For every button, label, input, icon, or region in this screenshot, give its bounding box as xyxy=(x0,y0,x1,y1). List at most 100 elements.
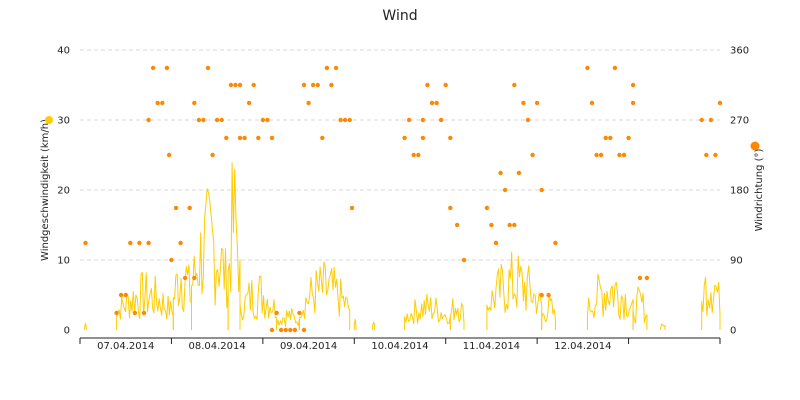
wind-direction-point xyxy=(150,65,156,71)
wind-direction-point xyxy=(214,117,220,123)
right-y-tick-label: 180 xyxy=(730,186,749,197)
wind-direction-point xyxy=(233,82,238,88)
wind-speed-line xyxy=(353,318,357,330)
wind-direction-point xyxy=(228,82,234,88)
wind-direction-point xyxy=(502,187,508,193)
left-y-tick-label: 10 xyxy=(57,256,70,267)
x-tick-label: 09.04.2014 xyxy=(280,341,337,352)
wind-direction-point xyxy=(521,100,526,106)
wind-direction-point xyxy=(251,82,256,88)
wind-direction-point xyxy=(164,65,170,71)
wind-direction-point xyxy=(589,100,595,106)
axes: 0 0 10 90 20 180 30 270 40 360 07.04.2014 08.04.201… xyxy=(57,46,749,353)
wind-direction-point xyxy=(301,327,307,333)
x-tick-label: 10.04.2014 xyxy=(371,341,428,352)
wind-direction-point xyxy=(141,310,147,316)
wind-speed-line xyxy=(586,273,634,330)
wind-direction-point xyxy=(608,135,613,141)
wind-direction-point xyxy=(224,135,229,141)
wind-direction-point xyxy=(704,152,709,158)
wind-speed-line xyxy=(486,251,543,330)
wind-direction-point xyxy=(192,100,197,106)
wind-direction-point xyxy=(713,152,718,158)
wind-speed-line xyxy=(227,162,241,330)
wind-direction-point xyxy=(237,82,243,88)
wind-direction-point xyxy=(512,82,517,88)
grid-lines xyxy=(80,49,720,261)
wind-direction-point xyxy=(173,205,179,211)
wind-direction-point xyxy=(489,222,494,228)
wind-direction-point xyxy=(406,117,412,123)
wind-direction-point xyxy=(594,152,599,158)
right-y-tick-label: 360 xyxy=(730,46,749,57)
wind-direction-point xyxy=(283,327,288,333)
wind-speed-line xyxy=(298,261,351,330)
wind-direction-point xyxy=(347,117,352,123)
wind-direction-point xyxy=(402,135,407,141)
wind-direction-point xyxy=(320,135,325,141)
left-axis-series-marker xyxy=(45,116,53,124)
wind-direction-point xyxy=(546,292,551,298)
left-y-tick-label: 0 xyxy=(64,326,70,337)
wind-direction-point xyxy=(484,205,490,211)
wind-direction-point xyxy=(512,222,517,228)
wind-direction-point xyxy=(166,152,172,158)
wind-direction-point xyxy=(434,100,439,106)
wind-direction-point xyxy=(338,117,343,123)
wind-direction-point xyxy=(187,205,192,211)
wind-direction-point xyxy=(630,100,636,106)
wind-direction-point xyxy=(137,240,142,246)
wind-speed-line xyxy=(660,323,666,330)
wind-direction-point xyxy=(114,310,119,316)
wind-direction-point xyxy=(118,292,124,298)
wind-direction-point xyxy=(498,170,503,176)
wind-speed-line xyxy=(116,271,174,330)
right-y-tick-label: 270 xyxy=(730,116,749,127)
wind-direction-point xyxy=(411,152,416,158)
wind-speed-line xyxy=(632,286,648,330)
left-axis-title: Windgeschwindigkeit (km/h) xyxy=(40,119,51,261)
wind-direction-point xyxy=(269,327,275,333)
wind-direction-point xyxy=(196,117,202,123)
wind-speed-line xyxy=(701,276,721,330)
wind-direction-point xyxy=(192,275,197,281)
wind-direction-point xyxy=(420,117,426,123)
wind-direction-point xyxy=(128,240,133,246)
wind-direction-point xyxy=(448,135,453,141)
right-y-tick-label: 0 xyxy=(730,326,736,337)
wind-direction-point xyxy=(292,327,298,333)
left-y-tick-label: 30 xyxy=(57,116,70,127)
wind-direction-point xyxy=(306,100,311,106)
wind-direction-point xyxy=(201,117,206,123)
wind-speed-line xyxy=(172,264,192,330)
x-tick-label: 11.04.2014 xyxy=(463,341,520,352)
wind-speed-line xyxy=(449,298,465,330)
wind-direction-point xyxy=(265,117,270,123)
wind-direction-point xyxy=(443,82,448,88)
wind-direction-point xyxy=(310,82,316,88)
wind-direction-point xyxy=(269,135,275,141)
left-y-tick-label: 40 xyxy=(57,46,70,57)
wind-direction-point xyxy=(178,240,183,246)
wind-speed-line xyxy=(372,321,375,330)
wind-direction-point xyxy=(260,117,266,123)
wind-direction-point xyxy=(637,275,643,281)
left-y-tick-label: 20 xyxy=(57,186,70,197)
x-tick-label: 08.04.2014 xyxy=(189,341,246,352)
right-y-tick-label: 90 xyxy=(730,256,743,267)
wind-direction-point xyxy=(539,292,544,298)
wind-direction-point xyxy=(83,240,88,246)
wind-direction-point xyxy=(324,65,330,71)
wind-direction-point xyxy=(416,152,421,158)
wind-direction-point xyxy=(530,152,535,158)
wind-direction-point xyxy=(525,117,531,123)
wind-direction-point xyxy=(132,310,138,316)
wind-direction-point xyxy=(333,65,339,71)
wind-direction-point xyxy=(429,100,435,106)
wind-direction-point xyxy=(146,117,151,123)
wind-direction-series xyxy=(83,65,723,333)
wind-direction-point xyxy=(603,135,608,141)
wind-direction-point xyxy=(123,292,128,298)
wind-direction-point xyxy=(349,205,355,211)
